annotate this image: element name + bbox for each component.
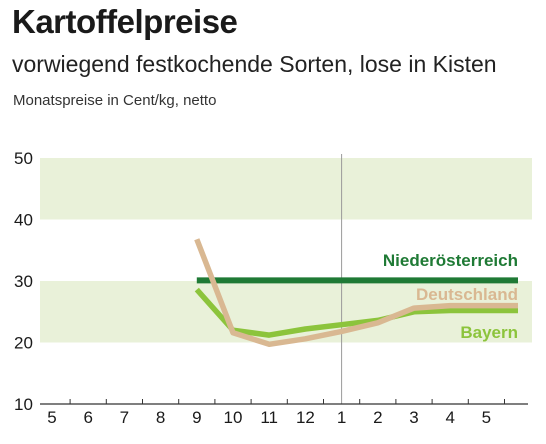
x-axis-ticks: 5 6 7 8 9 10 11 12 1 2 3 4 5 bbox=[47, 408, 491, 427]
x-tick-label: 8 bbox=[156, 408, 165, 427]
unit-note: Monatspreise in Cent/kg, netto bbox=[13, 92, 217, 109]
y-tick-label: 40 bbox=[14, 211, 33, 230]
x-tick-label: 7 bbox=[120, 408, 129, 427]
x-tick-label: 12 bbox=[296, 408, 315, 427]
x-tick-label: 4 bbox=[445, 408, 454, 427]
y-tick-label: 30 bbox=[14, 272, 33, 291]
series-line-deutschland bbox=[194, 238, 518, 348]
x-tick-label: 10 bbox=[224, 408, 243, 427]
x-tick-label: 1 bbox=[337, 408, 346, 427]
x-tick-label: 9 bbox=[192, 408, 201, 427]
series-label-niederoesterreich: Niederösterreich bbox=[383, 251, 518, 270]
x-tick-label: 3 bbox=[409, 408, 418, 427]
x-tick-label: 2 bbox=[373, 408, 382, 427]
y-tick-label: 50 bbox=[14, 149, 33, 168]
x-axis bbox=[40, 399, 528, 405]
series-line-bayern bbox=[194, 287, 518, 338]
y-tick-label: 20 bbox=[14, 334, 33, 353]
x-tick-label: 6 bbox=[83, 408, 92, 427]
y-tick-label: 10 bbox=[14, 395, 33, 414]
series-labels: Niederösterreich Deutschland Bayern bbox=[383, 251, 518, 342]
series-label-deutschland: Deutschland bbox=[416, 285, 518, 304]
y-axis-ticks: 10 20 30 40 50 bbox=[14, 149, 33, 414]
chart-title: Kartoffelpreise bbox=[12, 3, 238, 40]
x-tick-label: 11 bbox=[260, 408, 278, 427]
band-40-50 bbox=[40, 158, 532, 220]
series-lines bbox=[194, 238, 518, 348]
series-label-bayern: Bayern bbox=[460, 323, 518, 342]
chart-subtitle: vorwiegend festkochende Sorten, lose in … bbox=[12, 51, 497, 77]
x-tick-label: 5 bbox=[47, 408, 56, 427]
x-tick-label: 5 bbox=[482, 408, 491, 427]
